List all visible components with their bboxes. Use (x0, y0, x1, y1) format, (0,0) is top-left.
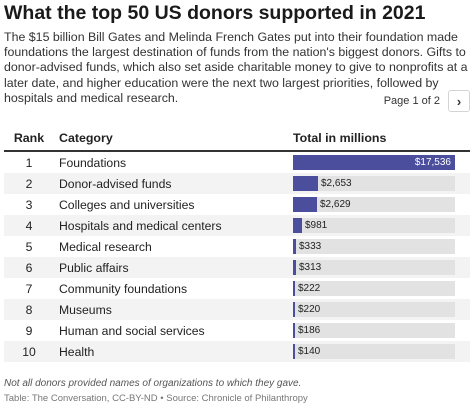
table-row: 5 Medical research $333 (4, 236, 470, 257)
value-label: $333 (299, 241, 322, 252)
rank-cell: 1 (25, 155, 33, 170)
table-body: 1 Foundations $17,536 2 Donor-advised funds $… (4, 152, 470, 362)
table-row: 4 Hospitals and medical centers $981 (4, 215, 470, 236)
value-label: $17,536 (414, 157, 451, 168)
total-cell: $17,536 (293, 155, 469, 170)
header-category: Category (59, 131, 113, 145)
value-label: $140 (298, 346, 321, 357)
total-cell: $333 (293, 239, 469, 254)
category-cell: Hospitals and medical centers (59, 218, 222, 233)
header-rank: Rank (13, 131, 45, 145)
table-row: 10 Health $140 (4, 341, 470, 362)
rank-cell: 9 (25, 323, 33, 338)
total-cell: $220 (293, 302, 469, 317)
bar-track: $981 (293, 218, 455, 233)
rank-cell: 3 (25, 197, 33, 212)
bar-track: $17,536 (293, 155, 455, 170)
bar-track: $186 (293, 323, 455, 338)
category-cell: Medical research (59, 239, 152, 254)
bar-track: $220 (293, 302, 455, 317)
total-cell: $186 (293, 323, 469, 338)
value-label: $222 (298, 283, 321, 294)
total-cell: $981 (293, 218, 469, 233)
value-label: $313 (299, 262, 322, 273)
rank-cell: 2 (25, 176, 33, 191)
table-row: 8 Museums $220 (4, 299, 470, 320)
total-cell: $2,653 (293, 176, 469, 191)
value-bar (293, 239, 296, 254)
bar-track: $140 (293, 344, 455, 359)
total-cell: $222 (293, 281, 469, 296)
page-indicator: Page 1 of 2 (383, 95, 440, 107)
value-bar (293, 323, 295, 338)
source-credit: Table: The Conversation, CC-BY-ND • Sour… (4, 393, 308, 404)
rank-cell: 10 (22, 344, 36, 359)
table-row: 6 Public affairs $313 (4, 257, 470, 278)
value-bar (293, 344, 295, 359)
chart-title: What the top 50 US donors supported in 2… (4, 2, 426, 24)
bar-track: $333 (293, 239, 455, 254)
value-bar (293, 281, 295, 296)
value-bar (293, 218, 302, 233)
pagination: Page 1 of 2 › (383, 90, 470, 112)
table-row: 9 Human and social services $186 (4, 320, 470, 341)
data-table: Rank Category Total in millions 1 Foundat… (4, 126, 470, 362)
total-cell: $313 (293, 260, 469, 275)
value-label: $220 (298, 304, 321, 315)
bar-track: $2,629 (293, 197, 455, 212)
bar-track: $313 (293, 260, 455, 275)
table-header: Rank Category Total in millions (4, 126, 470, 152)
value-label: $186 (298, 325, 321, 336)
rank-cell: 8 (25, 302, 33, 317)
chevron-right-icon: › (456, 93, 462, 109)
value-label: $2,629 (320, 199, 351, 210)
value-label: $2,653 (321, 178, 352, 189)
bar-track: $2,653 (293, 176, 455, 191)
total-cell: $140 (293, 344, 469, 359)
category-cell: Colleges and universities (59, 197, 195, 212)
rank-cell: 7 (25, 281, 33, 296)
value-bar (293, 176, 318, 191)
rank-cell: 6 (25, 260, 33, 275)
category-cell: Health (59, 344, 95, 359)
value-label: $981 (305, 220, 328, 231)
header-total: Total in millions (293, 131, 387, 145)
next-page-button[interactable]: › (448, 90, 470, 112)
rank-cell: 4 (25, 218, 33, 233)
table-row: 3 Colleges and universities $2,629 (4, 194, 470, 215)
category-cell: Museums (59, 302, 112, 317)
value-bar (293, 155, 455, 170)
category-cell: Foundations (59, 155, 127, 170)
table-row: 2 Donor-advised funds $2,653 (4, 173, 470, 194)
bar-track: $222 (293, 281, 455, 296)
category-cell: Human and social services (59, 323, 205, 338)
category-cell: Community foundations (59, 281, 188, 296)
table-row: 1 Foundations $17,536 (4, 152, 470, 173)
category-cell: Donor-advised funds (59, 176, 172, 191)
value-bar (293, 197, 317, 212)
category-cell: Public affairs (59, 260, 129, 275)
rank-cell: 5 (25, 239, 33, 254)
value-bar (293, 302, 295, 317)
footnote: Not all donors provided names of organiz… (4, 378, 302, 389)
total-cell: $2,629 (293, 197, 469, 212)
chart-subtitle: The $15 billion Bill Gates and Melinda F… (4, 30, 468, 105)
table-row: 7 Community foundations $222 (4, 278, 470, 299)
value-bar (293, 260, 296, 275)
